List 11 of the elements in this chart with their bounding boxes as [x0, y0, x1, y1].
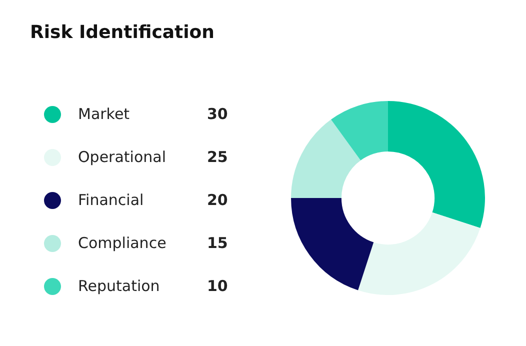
data-label: 15 — [207, 234, 228, 252]
data-label: 30 — [207, 105, 228, 123]
legend-label: Compliance — [78, 234, 166, 252]
data-label: 25 — [207, 148, 228, 166]
data-label: 20 — [207, 191, 228, 209]
legend-label: Reputation — [78, 277, 160, 295]
legend-label: Operational — [78, 148, 166, 166]
legend-label: Market — [78, 105, 130, 123]
chart-title: Risk Identification — [30, 22, 214, 43]
data-label: 10 — [207, 277, 228, 295]
legend-label: Financial — [78, 191, 144, 209]
